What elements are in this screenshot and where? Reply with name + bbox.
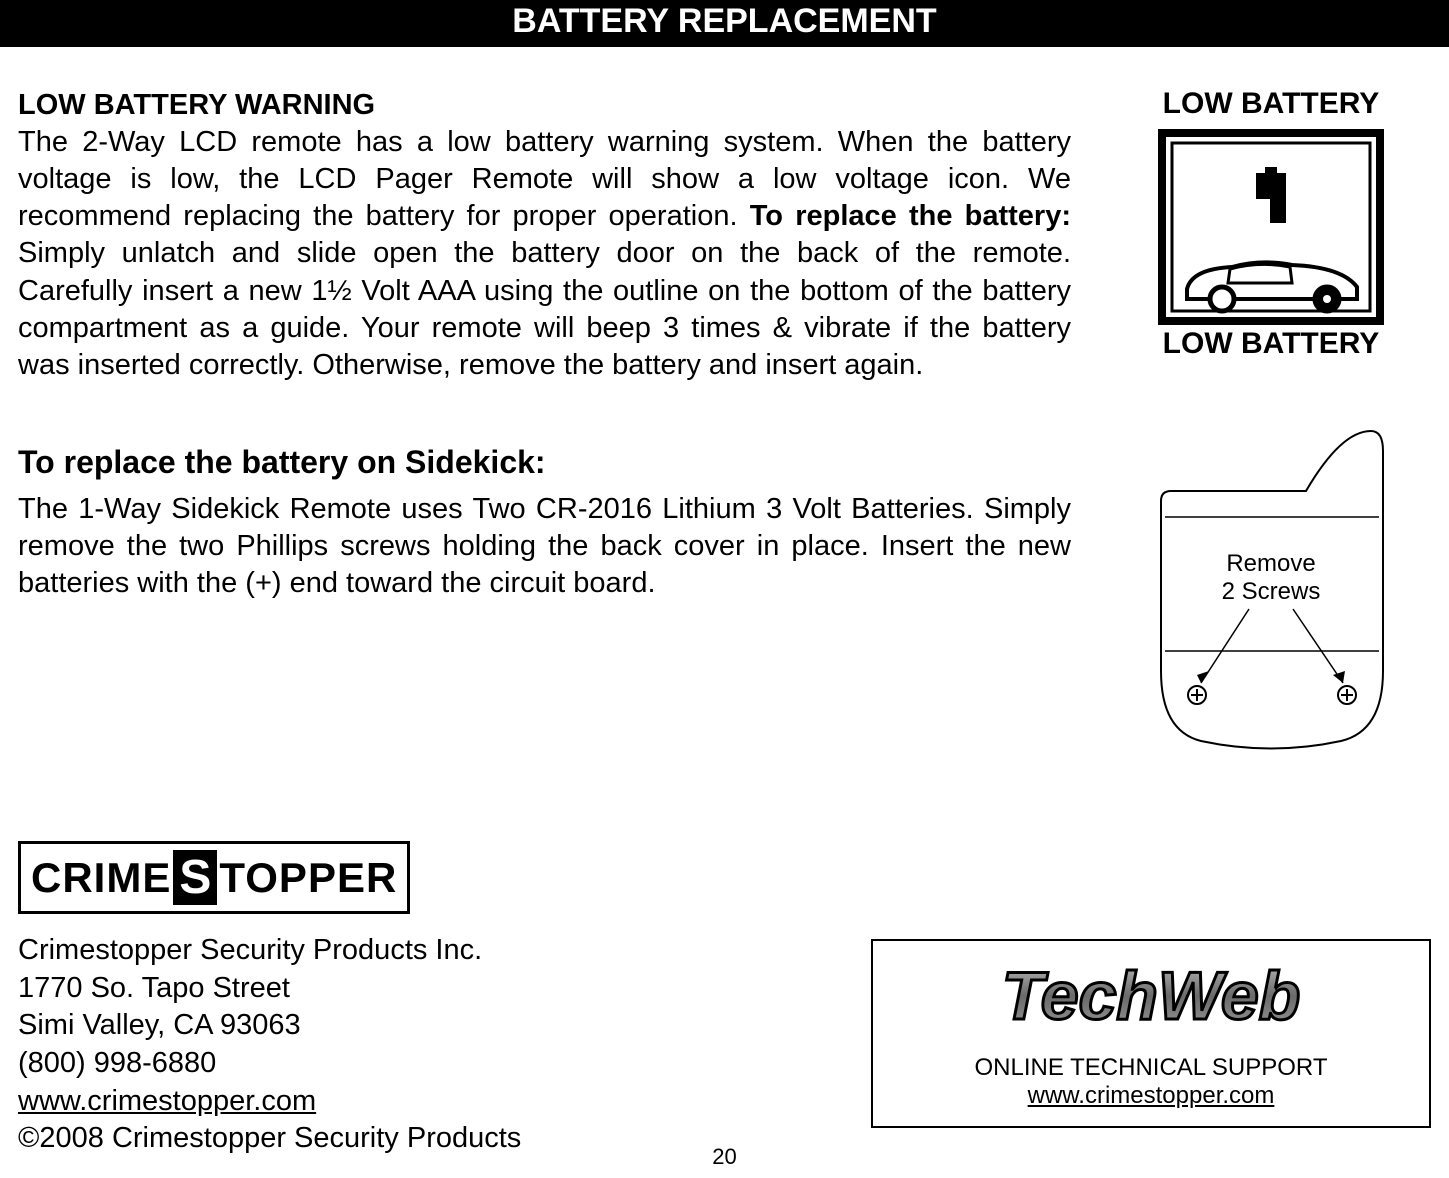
techweb-box: TechWeb ONLINE TECHNICAL SUPPORT www.cri… <box>871 939 1431 1128</box>
sidekick-body: The 1-Way Sidekick Remote uses Two CR-20… <box>18 491 1071 602</box>
lcd-screen-icon <box>1156 127 1386 327</box>
company-url[interactable]: www.crimestopper.com <box>18 1083 521 1121</box>
techweb-support-text: ONLINE TECHNICAL SUPPORT <box>893 1054 1409 1082</box>
company-street: 1770 So. Tapo Street <box>18 970 521 1008</box>
crimestopper-logo: CRIMESTOPPER <box>18 841 410 914</box>
low-battery-warning-paragraph: LOW BATTERY WARNING The 2-Way LCD remote… <box>18 87 1071 384</box>
footer-row: CRIMESTOPPER Crimestopper Security Produ… <box>18 841 1431 1158</box>
left-column: LOW BATTERY WARNING The 2-Way LCD remote… <box>18 87 1081 761</box>
right-column: LOW BATTERY LOW BATTERY <box>1111 87 1431 761</box>
low-battery-bottom-label: LOW BATTERY <box>1163 327 1380 361</box>
techweb-url[interactable]: www.crimestopper.com <box>893 1082 1409 1110</box>
screws-label: 2 Screws <box>1222 578 1321 605</box>
warning-bold: To replace the battery: <box>750 200 1071 232</box>
logo-topper-text: TOPPER <box>219 854 397 902</box>
company-block: CRIMESTOPPER Crimestopper Security Produ… <box>18 841 521 1158</box>
sidekick-heading: To replace the battery on Sidekick: <box>18 444 1071 481</box>
page-number: 20 <box>0 1144 1449 1170</box>
techweb-logo-text: TechWeb <box>1002 958 1301 1034</box>
sidekick-remote-diagram: Remove 2 Screws <box>1131 421 1411 761</box>
company-info: Crimestopper Security Products Inc. 1770… <box>18 932 521 1158</box>
remove-label: Remove <box>1226 550 1315 577</box>
company-name: Crimestopper Security Products Inc. <box>18 932 521 970</box>
techweb-logo: TechWeb <box>971 955 1331 1045</box>
logo-crime-text: CRIME <box>31 854 171 902</box>
company-city: Simi Valley, CA 93063 <box>18 1007 521 1045</box>
company-phone: (800) 998-6880 <box>18 1045 521 1083</box>
low-battery-warning-heading: LOW BATTERY WARNING <box>18 89 375 121</box>
logo-s-text: S <box>173 850 217 905</box>
title-bar: BATTERY REPLACEMENT <box>0 0 1449 47</box>
low-battery-top-label: LOW BATTERY <box>1163 87 1380 121</box>
content-row: LOW BATTERY WARNING The 2-Way LCD remote… <box>18 87 1431 761</box>
warning-text-after: Simply unlatch and slide open the batter… <box>18 237 1071 380</box>
